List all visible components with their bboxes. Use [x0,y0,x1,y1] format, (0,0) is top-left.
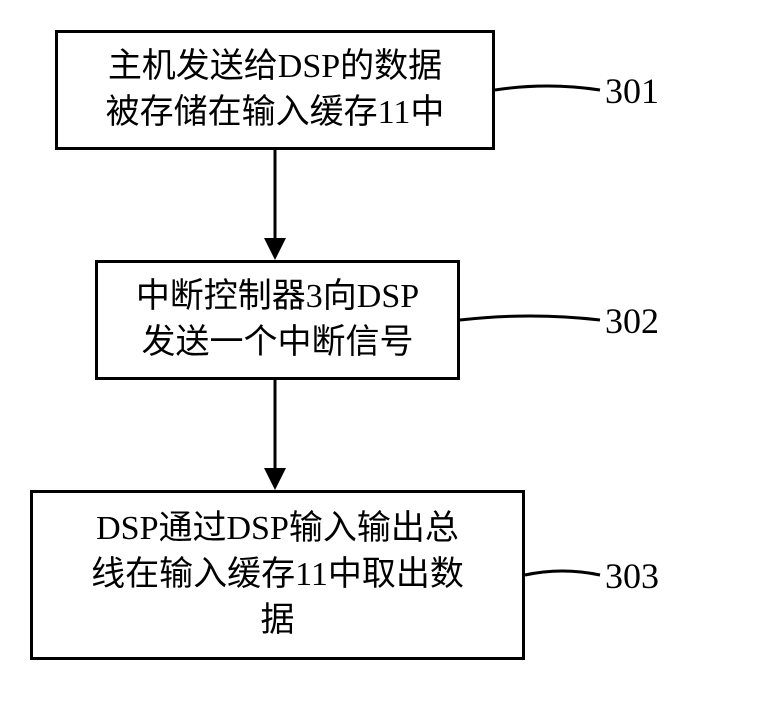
flowchart-canvas: 主机发送给DSP的数据被存储在输入缓存11中 301 中断控制器3向DSP发送一… [0,0,779,707]
leader-3 [0,0,779,707]
flow-label-3: 303 [605,555,659,597]
